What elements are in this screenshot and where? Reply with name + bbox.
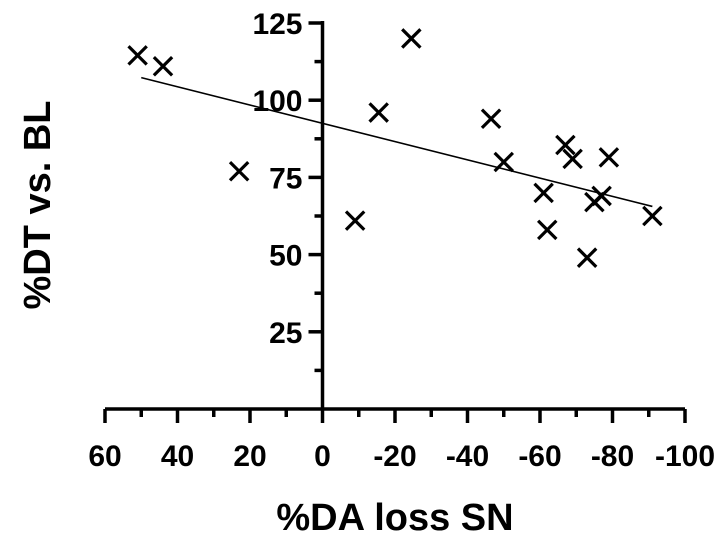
data-point [562, 148, 583, 170]
x-tick-label: -80 [591, 440, 634, 473]
x-tick-label: -40 [446, 440, 489, 473]
x-tick-label: 0 [314, 440, 331, 473]
data-point [591, 185, 612, 207]
y-tick-label: 75 [269, 162, 302, 195]
data-point [533, 182, 554, 204]
data-point [344, 210, 366, 231]
axes [105, 21, 685, 411]
x-tick-label: -100 [655, 440, 715, 473]
x-tick-label: 40 [161, 440, 194, 473]
y-tick-label: 125 [252, 8, 302, 41]
data-points [127, 28, 663, 268]
data-point [152, 55, 174, 77]
data-point [493, 151, 515, 173]
x-axis-ticks: 60 40 20 0 -20 -40 -60 -80 -100 [88, 409, 715, 473]
x-axis-title: %DA loss SN [276, 497, 513, 539]
y-axis-title: %DT vs. BL [17, 100, 59, 309]
y-tick-label: 25 [269, 317, 302, 350]
x-tick-label: -20 [373, 440, 416, 473]
x-tick-label: 60 [88, 440, 121, 473]
y-tick-label: 50 [269, 240, 302, 273]
data-point [228, 160, 250, 182]
data-point [127, 45, 148, 66]
y-axis-ticks: 25 50 75 100 125 [252, 8, 323, 373]
fit-line-group [141, 76, 653, 208]
data-point [480, 108, 502, 129]
data-point [536, 219, 558, 241]
regression-line [141, 76, 653, 208]
data-point [642, 205, 663, 227]
x-tick-label: -60 [518, 440, 561, 473]
data-point [368, 102, 389, 123]
x-tick-label: 20 [233, 440, 266, 473]
data-point [401, 28, 422, 49]
y-tick-label: 100 [252, 85, 302, 118]
data-point [555, 134, 576, 156]
data-point [598, 147, 620, 168]
data-point [576, 247, 598, 268]
